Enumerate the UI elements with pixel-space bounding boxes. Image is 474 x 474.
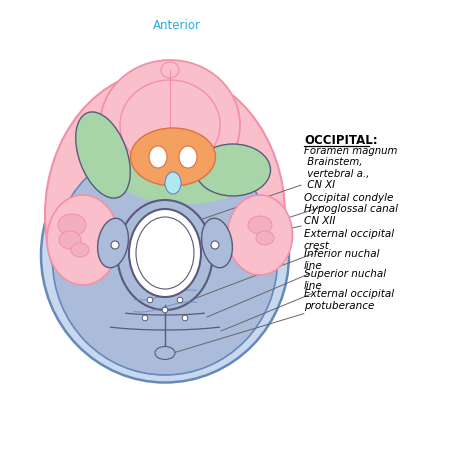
Text: Foramen magnum
 Brainstem,
 vertebral a.,
 CN XI: Foramen magnum Brainstem, vertebral a., … — [185, 146, 397, 225]
Circle shape — [111, 241, 119, 249]
Ellipse shape — [98, 218, 128, 268]
Ellipse shape — [165, 172, 181, 194]
Circle shape — [142, 315, 148, 321]
Ellipse shape — [195, 144, 271, 196]
Ellipse shape — [47, 195, 119, 285]
Circle shape — [162, 307, 168, 313]
Ellipse shape — [41, 128, 289, 383]
Ellipse shape — [118, 200, 212, 310]
Ellipse shape — [256, 231, 274, 245]
Ellipse shape — [120, 156, 250, 204]
Ellipse shape — [149, 146, 167, 168]
Ellipse shape — [100, 60, 240, 190]
Text: External occipital
crest: External occipital crest — [183, 229, 394, 303]
Circle shape — [211, 241, 219, 249]
Ellipse shape — [179, 146, 197, 168]
Ellipse shape — [201, 218, 232, 268]
Ellipse shape — [130, 128, 216, 186]
Circle shape — [177, 297, 183, 303]
Text: Hypoglossal canal
CN XII: Hypoglossal canal CN XII — [215, 204, 398, 245]
Ellipse shape — [53, 145, 277, 375]
Ellipse shape — [228, 195, 292, 275]
Ellipse shape — [136, 217, 194, 289]
Circle shape — [147, 297, 153, 303]
Ellipse shape — [248, 216, 272, 234]
Ellipse shape — [45, 70, 285, 360]
Text: Superior nuchal
line: Superior nuchal line — [221, 269, 386, 331]
Ellipse shape — [58, 214, 86, 236]
Text: Inferior nuchal
line: Inferior nuchal line — [207, 249, 380, 317]
Ellipse shape — [71, 243, 89, 257]
Text: OCCIPITAL:: OCCIPITAL: — [304, 134, 378, 146]
Text: External occipital
protuberance: External occipital protuberance — [173, 289, 394, 353]
Ellipse shape — [92, 153, 154, 181]
Circle shape — [182, 315, 188, 321]
Text: Anterior: Anterior — [153, 18, 201, 31]
Ellipse shape — [76, 112, 130, 198]
Ellipse shape — [59, 231, 81, 249]
Ellipse shape — [129, 209, 201, 297]
Ellipse shape — [155, 346, 175, 359]
Text: Occipital condyle: Occipital condyle — [217, 193, 393, 241]
